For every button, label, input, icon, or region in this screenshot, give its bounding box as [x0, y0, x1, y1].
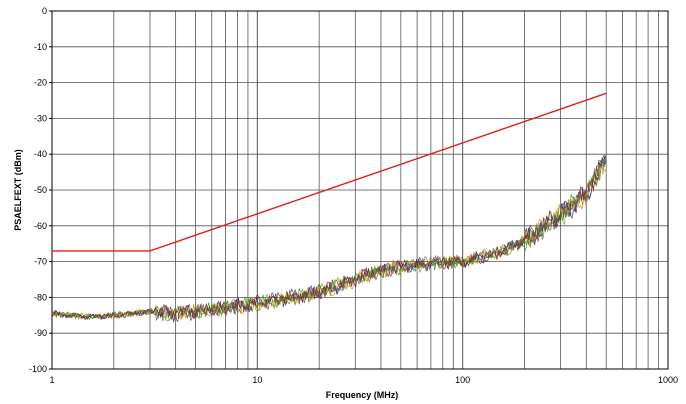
y-tick-label: -20	[34, 78, 47, 88]
y-tick-label: -70	[34, 257, 47, 267]
limit-line	[52, 92, 607, 252]
measurement-trace	[51, 155, 607, 322]
y-axis-tick-labels: 0 -10 -20 -30 -40 -50 -60 -70 -80 -90 -100	[29, 6, 52, 374]
x-tick-label: 10	[252, 375, 262, 385]
y-tick-label: -40	[34, 149, 47, 159]
series-layer	[51, 92, 607, 324]
x-tick-label: 100	[455, 375, 470, 385]
y-tick-label: 0	[42, 6, 47, 16]
y-tick-label: -90	[34, 328, 47, 338]
y-tick-label: -10	[34, 42, 47, 52]
y-tick-label: -60	[34, 221, 47, 231]
x-axis-title: Frequency (MHz)	[326, 390, 399, 400]
y-tick-label: -100	[29, 364, 47, 374]
y-tick-label: -50	[34, 185, 47, 195]
y-axis-title: PSAELFEXT (dBm)	[13, 149, 23, 231]
measurement-trace	[51, 156, 607, 323]
x-tick-label: 1000	[658, 375, 678, 385]
x-tick-label: 1	[49, 375, 54, 385]
measurement-trace	[51, 155, 607, 322]
y-tick-label: -80	[34, 292, 47, 302]
x-axis-tick-labels: 1 10 100 1000	[49, 375, 678, 385]
y-tick-label: -30	[34, 113, 47, 123]
